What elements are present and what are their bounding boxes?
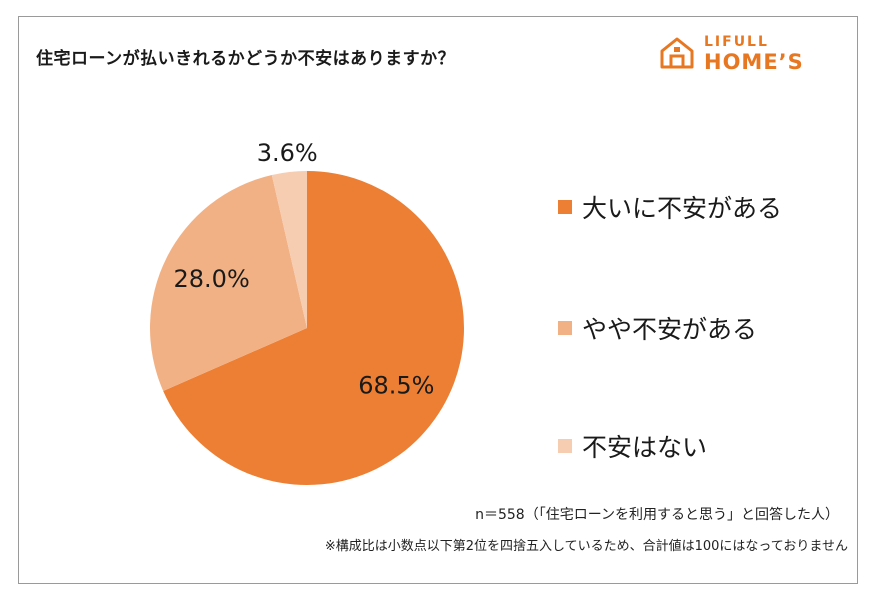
pie-slice-somewhat-anxious bbox=[150, 174, 307, 391]
legend-label: やや不安がある bbox=[582, 315, 758, 344]
data-label-somewhat-anxious: 28.0% bbox=[174, 265, 250, 293]
house-icon bbox=[660, 37, 694, 69]
legend-label: 大いに不安がある bbox=[582, 194, 783, 223]
legend-swatch bbox=[558, 321, 572, 335]
pie-slice-not-anxious bbox=[271, 171, 307, 328]
legend-item-somewhat-anxious: やや不安がある bbox=[558, 310, 838, 346]
brand-logo: LIFULL HOME’S bbox=[658, 34, 818, 74]
legend-label: 不安はない bbox=[582, 433, 708, 462]
logo-text-top: LIFULL bbox=[704, 34, 769, 50]
pie-slice-very-anxious bbox=[163, 171, 464, 486]
data-label-very-anxious: 68.5% bbox=[358, 371, 434, 399]
chart-title: 住宅ローンが払いきれるかどうか不安はありますか？ bbox=[36, 49, 456, 69]
legend-swatch bbox=[558, 439, 572, 453]
legend-swatch bbox=[558, 200, 572, 214]
rounding-note: ※構成比は小数点以下第2位を四捨五入しているため、合計値は100にはなっておりま… bbox=[324, 539, 848, 554]
logo-text-bottom: HOME’S bbox=[704, 50, 804, 74]
data-label-not-anxious: 3.6% bbox=[257, 139, 318, 167]
legend-item-very-anxious: 大いに不安がある bbox=[558, 189, 838, 225]
sample-note: n＝558（「住宅ローンを利用すると思う」と回答した人） bbox=[475, 507, 839, 523]
legend-item-not-anxious: 不安はない bbox=[558, 428, 838, 464]
